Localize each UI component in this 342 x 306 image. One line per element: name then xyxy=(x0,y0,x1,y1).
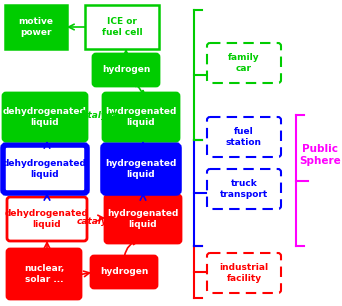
Text: fuel
station: fuel station xyxy=(226,127,262,147)
Text: hydrogenated
liquid: hydrogenated liquid xyxy=(105,107,177,127)
FancyBboxPatch shape xyxy=(207,117,281,157)
Text: hydrogen: hydrogen xyxy=(102,65,150,74)
Text: truck
transport: truck transport xyxy=(220,179,268,199)
FancyBboxPatch shape xyxy=(207,43,281,83)
Text: catalyst: catalyst xyxy=(77,111,117,121)
FancyBboxPatch shape xyxy=(7,249,81,299)
Text: dehydrogenated
liquid: dehydrogenated liquid xyxy=(5,209,89,229)
FancyBboxPatch shape xyxy=(5,5,67,49)
Text: industrial
facility: industrial facility xyxy=(220,263,268,283)
Text: catalyst: catalyst xyxy=(77,218,117,226)
FancyBboxPatch shape xyxy=(207,253,281,293)
Text: family
car: family car xyxy=(228,53,260,73)
Text: dehydrogenated
liquid: dehydrogenated liquid xyxy=(3,159,87,179)
Text: motive
power: motive power xyxy=(18,17,53,37)
Text: hydrogenated
liquid: hydrogenated liquid xyxy=(107,209,179,229)
Text: Public
Sphere: Public Sphere xyxy=(299,144,341,166)
FancyBboxPatch shape xyxy=(3,93,87,141)
Text: ICE or
fuel cell: ICE or fuel cell xyxy=(102,17,142,37)
FancyBboxPatch shape xyxy=(93,54,159,86)
FancyBboxPatch shape xyxy=(105,195,181,243)
Text: hydrogen: hydrogen xyxy=(100,267,148,277)
FancyBboxPatch shape xyxy=(103,93,179,141)
FancyBboxPatch shape xyxy=(7,197,87,241)
FancyBboxPatch shape xyxy=(91,256,157,288)
Text: dehydrogenated
liquid: dehydrogenated liquid xyxy=(3,107,87,127)
Text: nuclear,
solar ...: nuclear, solar ... xyxy=(24,264,64,284)
FancyBboxPatch shape xyxy=(3,145,87,193)
Text: hydrogenated
liquid: hydrogenated liquid xyxy=(105,159,177,179)
FancyBboxPatch shape xyxy=(103,145,179,193)
FancyBboxPatch shape xyxy=(85,5,159,49)
FancyBboxPatch shape xyxy=(207,169,281,209)
